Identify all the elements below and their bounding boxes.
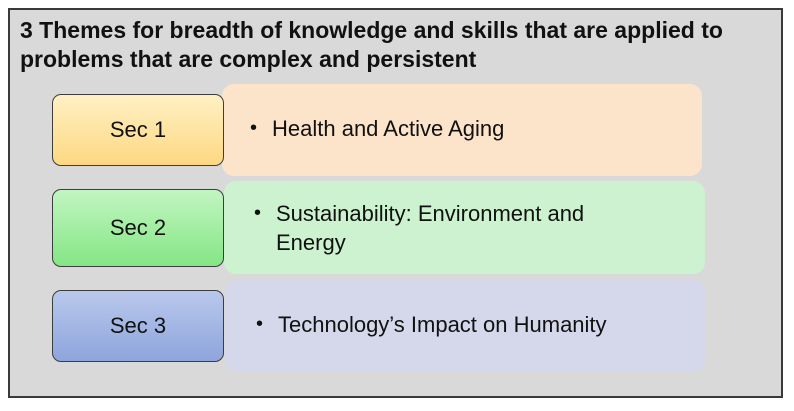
theme-item-2: • Sustainability: Environment and Energy	[254, 199, 634, 257]
theme-panel-1	[222, 84, 702, 176]
themes-frame: 3 Themes for breadth of knowledge and sk…	[8, 8, 783, 398]
theme-row-3: Sec 3 • Technology’s Impact on Humanity	[10, 280, 785, 372]
bullet-icon: •	[254, 202, 262, 224]
theme-row-1: Sec 1 • Health and Active Aging	[10, 84, 785, 176]
section-box-2: Sec 2	[52, 189, 224, 267]
section-label-2: Sec 2	[109, 215, 167, 240]
theme-text-1: Health and Active Aging	[272, 116, 505, 141]
theme-text-3: Technology’s Impact on Humanity	[278, 312, 607, 337]
section-box-1: Sec 1	[52, 94, 224, 166]
theme-panel-3	[226, 280, 705, 372]
theme-panel-2	[224, 181, 705, 274]
diagram-title: 3 Themes for breadth of knowledge and sk…	[20, 17, 723, 72]
section-label-1: Sec 1	[109, 117, 167, 142]
section-box-3: Sec 3	[52, 290, 224, 362]
theme-text-2: Sustainability: Environment and Energy	[276, 201, 585, 255]
bullet-icon: •	[256, 313, 264, 335]
bullet-icon: •	[250, 117, 258, 139]
theme-row-2: Sec 2 • Sustainability: Environment and …	[10, 181, 785, 274]
section-label-3: Sec 3	[109, 313, 167, 338]
theme-item-3: • Technology’s Impact on Humanity	[256, 310, 696, 339]
theme-item-1: • Health and Active Aging	[250, 114, 670, 143]
